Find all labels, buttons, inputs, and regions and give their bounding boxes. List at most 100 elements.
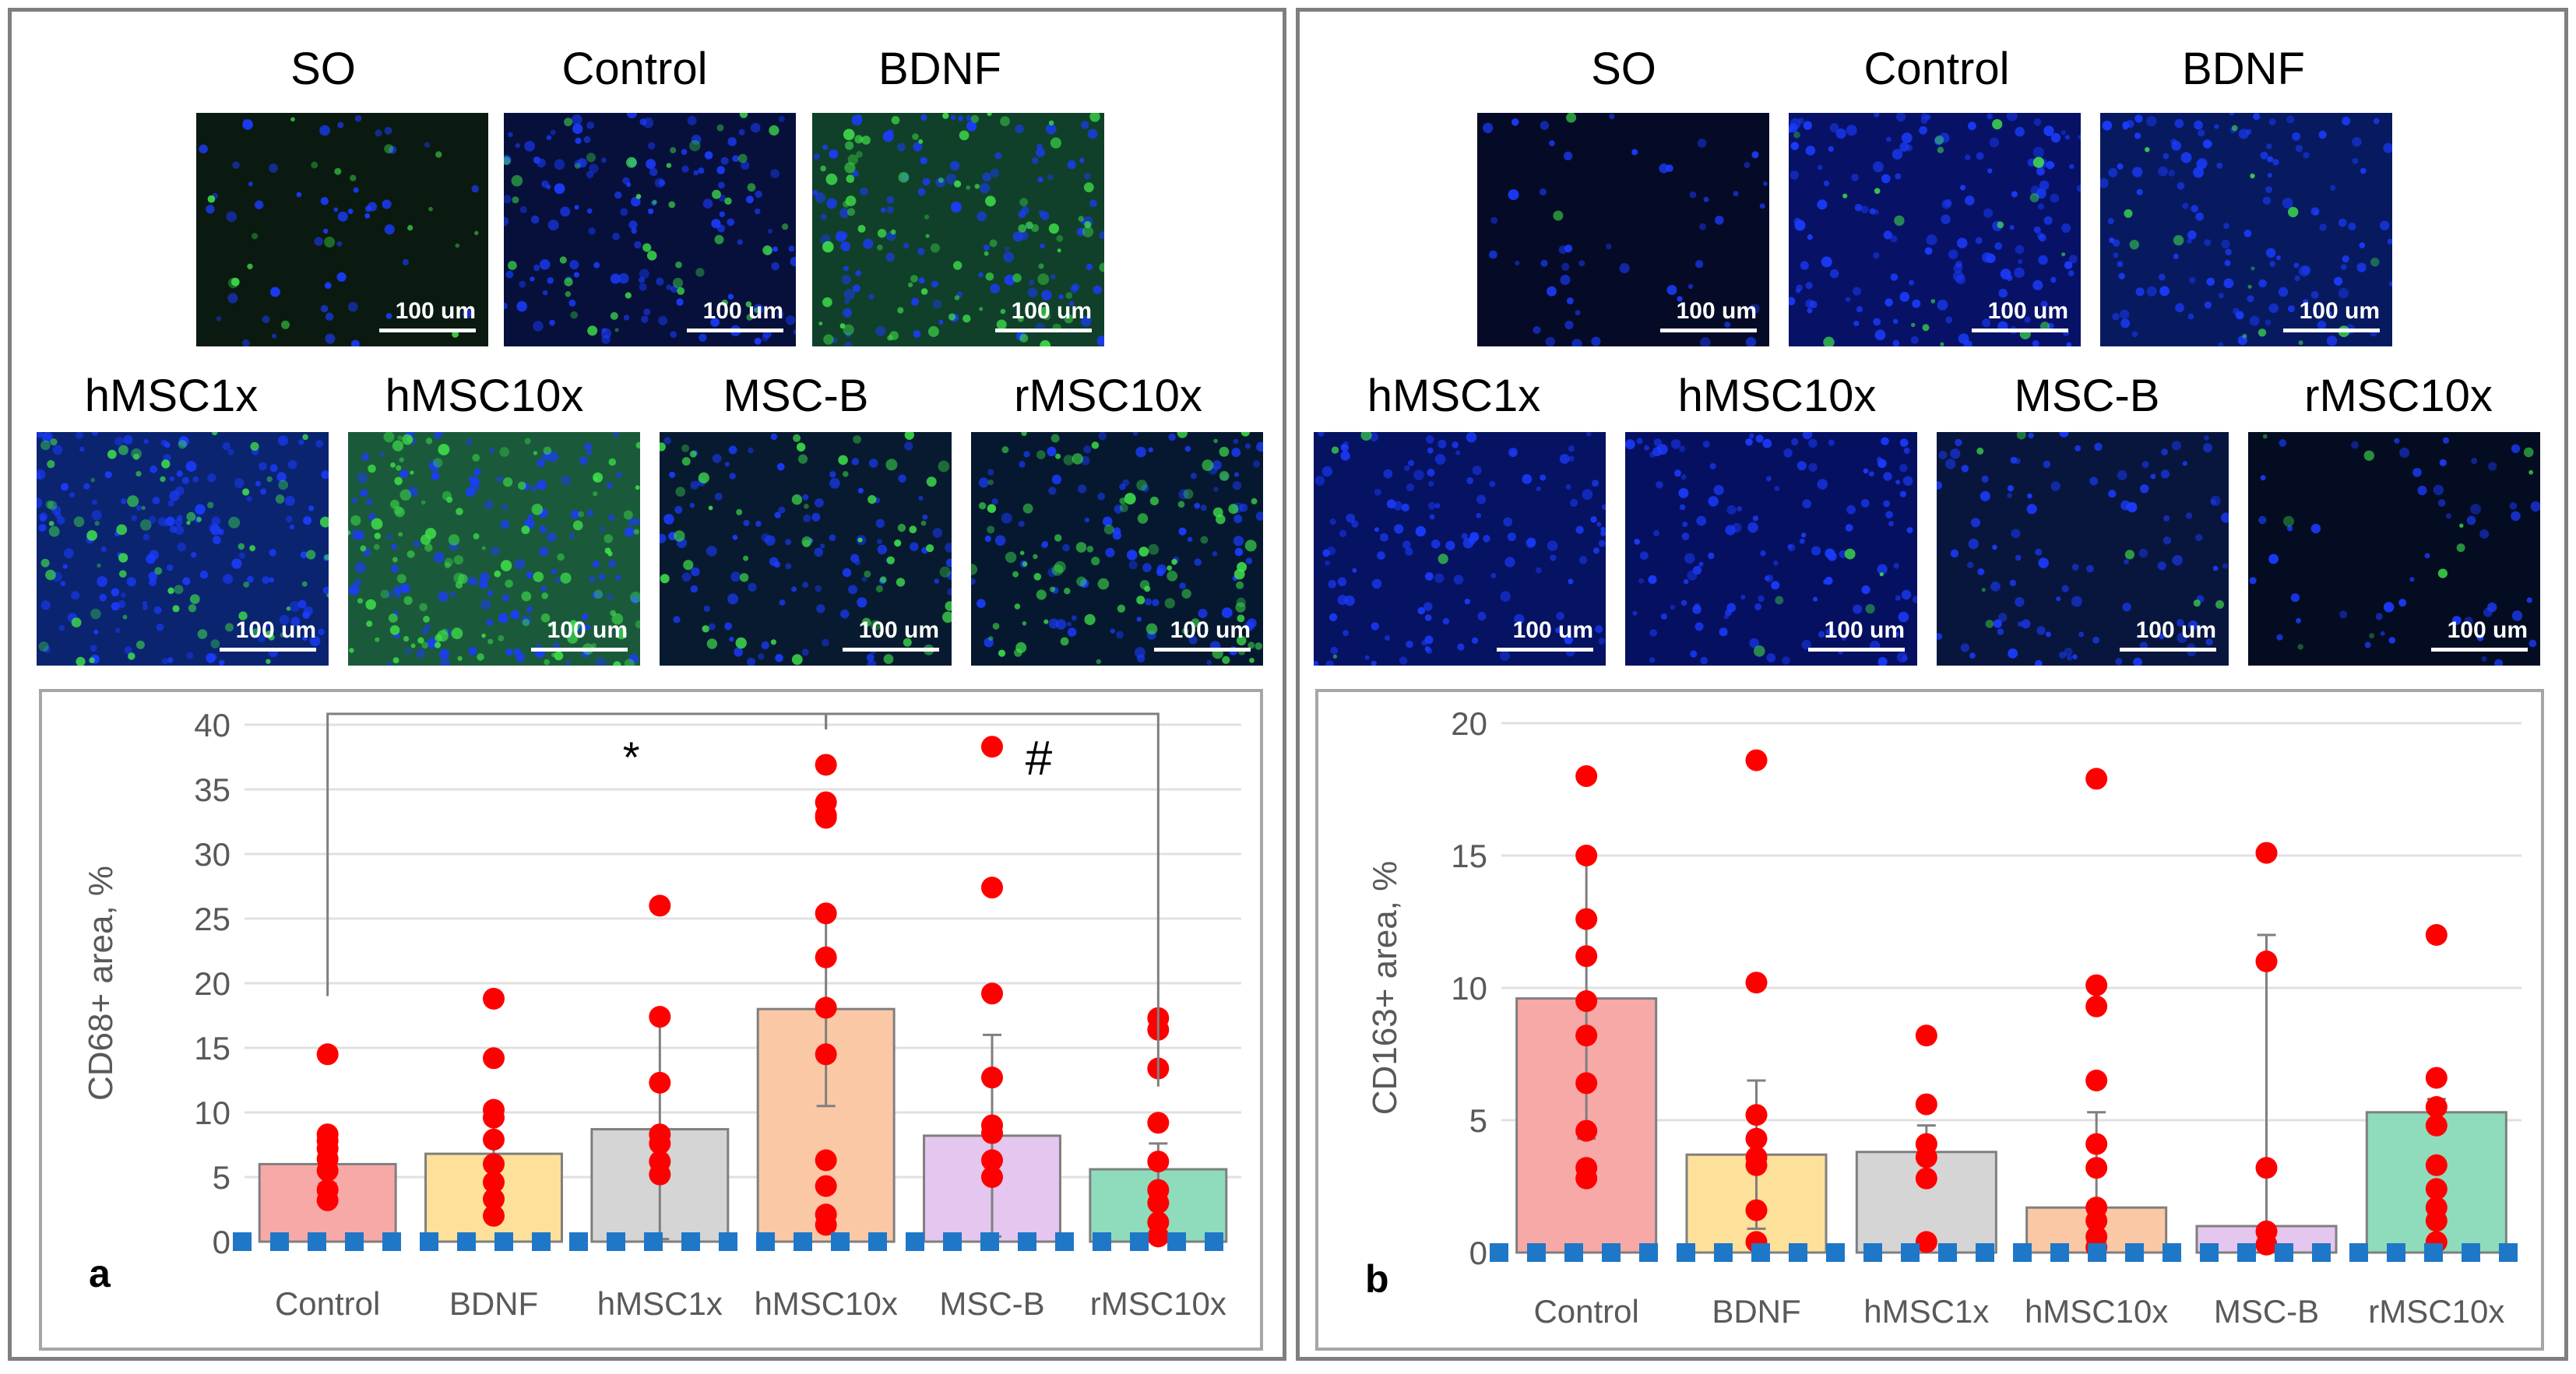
baseline-marker <box>1677 1243 1695 1262</box>
nucleus-dot <box>160 439 168 447</box>
nucleus-dot <box>2007 493 2012 498</box>
nucleus-dot <box>1906 144 1913 152</box>
nucleus-dot <box>143 533 150 541</box>
stain-dot <box>396 574 406 584</box>
nucleus-dot <box>1233 515 1243 523</box>
stain-dot <box>608 458 617 466</box>
nucleus-dot <box>554 159 565 170</box>
nucleus-dot <box>1190 473 1197 480</box>
stain-dot <box>712 189 721 199</box>
stain-dot <box>172 605 180 613</box>
baseline-marker <box>1055 1232 1074 1251</box>
stain-dot <box>635 485 640 490</box>
stain-dot <box>1844 548 1856 560</box>
nucleus-dot <box>829 534 836 542</box>
nucleus-dot <box>639 269 649 279</box>
stain-dot <box>681 457 691 466</box>
nucleus-dot <box>2191 205 2198 213</box>
baseline-marker <box>2013 1243 2032 1262</box>
stain-dot <box>1099 262 1104 272</box>
stain-dot <box>1036 589 1047 600</box>
data-point <box>1147 1192 1170 1214</box>
stain-dot <box>393 505 403 515</box>
nucleus-dot <box>1926 234 1937 246</box>
nucleus-dot <box>1670 439 1681 449</box>
nucleus-dot <box>990 168 1000 177</box>
nucleus-dot <box>1883 500 1890 508</box>
nucleus-dot <box>231 558 242 569</box>
nucleus-dot <box>479 580 488 589</box>
stain-dot <box>2193 599 2201 607</box>
micrograph-label: MSC-B <box>723 371 869 421</box>
nucleus-dot <box>539 546 549 557</box>
baseline-marker <box>719 1232 737 1251</box>
nucleus-dot <box>724 462 730 467</box>
stain-dot <box>574 163 581 169</box>
stain-dot <box>736 508 743 515</box>
nucleus-dot <box>851 114 863 126</box>
stain-dot <box>845 195 857 206</box>
stain-dot <box>1019 550 1025 556</box>
micrograph-msc-b: 100 um <box>1937 432 2229 666</box>
stain-dot <box>2456 543 2465 553</box>
baseline-marker <box>2462 1243 2480 1262</box>
stain-dot <box>1930 299 1936 304</box>
nucleus-dot <box>1977 568 1985 575</box>
stain-dot <box>324 237 336 248</box>
nucleus-dot <box>1575 525 1584 534</box>
nucleus-dot <box>2045 631 2051 638</box>
nucleus-dot <box>1339 529 1347 537</box>
nucleus-dot <box>643 308 651 316</box>
micrograph-label: rMSC10x <box>2304 371 2493 421</box>
nucleus-dot <box>1766 476 1772 482</box>
nucleus-dot <box>589 163 599 174</box>
nucleus-dot <box>1912 299 1921 308</box>
nucleus-dot <box>210 525 221 536</box>
nucleus-dot <box>100 546 107 553</box>
stain-dot <box>280 632 285 638</box>
nucleus-dot <box>350 339 360 346</box>
stain-dot <box>891 116 900 125</box>
y-tick-label: 0 <box>213 1224 231 1260</box>
nucleus-dot <box>1371 660 1377 666</box>
nucleus-dot <box>1754 603 1762 610</box>
nucleus-dot <box>165 516 175 526</box>
nucleus-dot <box>212 536 221 545</box>
stain-dot <box>762 245 772 255</box>
stain-dot <box>939 566 951 578</box>
nucleus-dot <box>1874 329 1886 341</box>
stain-dot <box>383 432 395 443</box>
stain-dot <box>745 301 752 307</box>
nucleus-dot <box>1823 180 1830 187</box>
x-tick-label: Control <box>275 1285 380 1322</box>
nucleus-dot <box>262 315 270 324</box>
nucleus-dot <box>987 469 994 476</box>
stain-dot <box>2250 173 2255 179</box>
nucleus-dot <box>64 548 74 559</box>
stain-dot <box>48 521 55 526</box>
nucleus-dot <box>76 432 84 440</box>
nucleus-dot <box>886 206 894 214</box>
stain-dot <box>394 507 405 518</box>
nucleus-dot <box>489 448 495 453</box>
nucleus-dot <box>2039 180 2050 191</box>
scale-bar <box>1808 648 1905 652</box>
baseline-marker <box>1602 1243 1621 1262</box>
stain-dot <box>406 436 413 443</box>
chart-container-b: 0 5 10 15 20 CD163+ area, % Control BDNF hMSC1x h… <box>1315 689 2544 1351</box>
nucleus-dot <box>596 590 604 598</box>
stain-dot <box>635 194 642 199</box>
nucleus-dot <box>1619 262 1630 274</box>
baseline-marker <box>1205 1232 1223 1251</box>
nucleus-dot <box>982 172 992 182</box>
nucleus-dot <box>2187 238 2192 244</box>
stain-dot <box>559 256 567 264</box>
stain-dot <box>1049 586 1056 592</box>
nucleus-dot <box>2163 515 2170 522</box>
scale-bar <box>2283 329 2380 332</box>
stain-dot <box>1167 571 1178 582</box>
stain-dot <box>988 636 994 641</box>
nucleus-dot <box>303 516 312 525</box>
nucleus-dot <box>885 252 895 262</box>
nucleus-dot <box>2310 290 2319 299</box>
